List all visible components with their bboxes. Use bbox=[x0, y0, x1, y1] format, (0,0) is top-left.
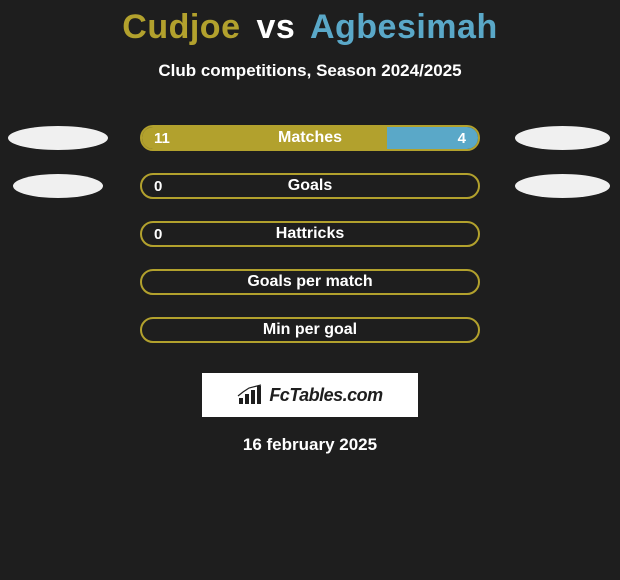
stat-label: Goals bbox=[288, 177, 332, 195]
stat-left-value: 11 bbox=[142, 130, 182, 147]
stat-label: Min per goal bbox=[263, 321, 357, 339]
player1-headshot bbox=[8, 125, 108, 151]
stat-row: Min per goal bbox=[0, 317, 620, 343]
player2-name: Agbesimah bbox=[310, 8, 498, 46]
page-title: Cudjoe vs Agbesimah bbox=[0, 0, 620, 47]
stat-label: Hattricks bbox=[276, 225, 344, 243]
stat-bar: 11 4 Matches bbox=[140, 125, 480, 151]
stat-label: Goals per match bbox=[247, 273, 372, 291]
stat-rows: 11 4 Matches 0 Goals 0 Hattricks Goals per matc… bbox=[0, 125, 620, 343]
stat-row: 0 Hattricks bbox=[0, 221, 620, 247]
subtitle: Club competitions, Season 2024/2025 bbox=[0, 61, 620, 81]
date-text: 16 february 2025 bbox=[0, 435, 620, 455]
bar-left-segment: 11 bbox=[142, 127, 387, 149]
stat-row: Goals per match bbox=[0, 269, 620, 295]
stat-label: Matches bbox=[278, 129, 342, 147]
player1-headshot bbox=[8, 173, 108, 199]
stat-bar: Min per goal bbox=[140, 317, 480, 343]
player2-headshot bbox=[512, 173, 612, 199]
player1-name: Cudjoe bbox=[122, 8, 240, 46]
stat-bar: 0 Hattricks bbox=[140, 221, 480, 247]
stat-left-value: 0 bbox=[142, 226, 174, 243]
stat-bar: 0 Goals bbox=[140, 173, 480, 199]
stat-bar: Goals per match bbox=[140, 269, 480, 295]
stat-right-value: 4 bbox=[446, 130, 478, 147]
stat-row: 0 Goals bbox=[0, 173, 620, 199]
vs-text: vs bbox=[256, 8, 295, 46]
logo-box: FcTables.com bbox=[202, 373, 418, 417]
stat-row: 11 4 Matches bbox=[0, 125, 620, 151]
logo-text: FcTables.com bbox=[269, 385, 382, 406]
player2-headshot bbox=[512, 125, 612, 151]
stat-left-value: 0 bbox=[142, 178, 174, 195]
bar-right-segment: 4 bbox=[387, 127, 478, 149]
logo-chart-icon bbox=[237, 384, 263, 406]
